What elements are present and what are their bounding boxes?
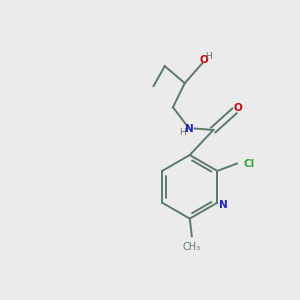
Text: CH₃: CH₃ bbox=[183, 242, 201, 252]
Text: H: H bbox=[206, 52, 212, 61]
Text: N: N bbox=[185, 124, 194, 134]
Text: O: O bbox=[199, 55, 208, 64]
Text: Cl: Cl bbox=[244, 158, 255, 169]
Text: O: O bbox=[234, 103, 242, 113]
Text: H: H bbox=[179, 128, 186, 136]
Text: N: N bbox=[219, 200, 228, 210]
